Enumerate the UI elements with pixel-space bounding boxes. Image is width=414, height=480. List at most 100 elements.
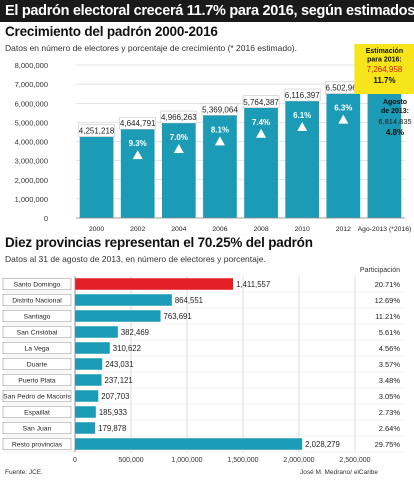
ago-title-line1: Agosto bbox=[383, 99, 407, 106]
x-tick-label: 2010 bbox=[295, 226, 310, 233]
category-label-box bbox=[2, 325, 72, 339]
share-label: 20.71% bbox=[375, 280, 401, 289]
value-label: 382,469 bbox=[121, 328, 149, 337]
x-tick-label: 1,000,000 bbox=[171, 457, 202, 464]
value-label-box bbox=[119, 116, 156, 130]
y-tick-label: 5,000,000 bbox=[15, 118, 48, 127]
value-label: 2,028,279 bbox=[305, 440, 340, 449]
y-tick-label: 2,000,000 bbox=[15, 176, 48, 185]
bar bbox=[326, 93, 361, 218]
x-tick-label: 2000 bbox=[89, 226, 104, 233]
value-label: 864,551 bbox=[175, 296, 203, 305]
growth-label: 6.1% bbox=[293, 111, 311, 120]
chart2-subtitle: Datos al 31 de agosto de 2013, en número… bbox=[5, 254, 266, 264]
y-tick-label: 6,000,000 bbox=[15, 99, 48, 108]
y-tick-label: 8,000,000 bbox=[15, 61, 48, 70]
value-label: 4,644,791 bbox=[120, 119, 156, 128]
bar bbox=[75, 310, 161, 322]
category-label: Puerto Plata bbox=[18, 378, 56, 385]
category-label: Duarte bbox=[27, 362, 48, 369]
category-label-box bbox=[2, 309, 72, 323]
x-tick-label: 2012 bbox=[336, 226, 351, 233]
growth-arrow-icon bbox=[132, 150, 143, 160]
value-label: 6,502,968 bbox=[326, 84, 362, 93]
estimate-growth-label: 11.7% bbox=[373, 76, 395, 85]
ago-value-label: 6,814,835 bbox=[378, 117, 411, 126]
province-bar-chart: 0 500,000 1,000,000 1,500,000 2,000,000 2,500… bbox=[2, 267, 405, 464]
bar bbox=[367, 87, 402, 218]
category-label: San Pedro de Macorís bbox=[3, 394, 71, 401]
y-tick-label: 7,000,000 bbox=[15, 80, 48, 89]
category-label-box bbox=[2, 341, 72, 355]
share-label: 2.73% bbox=[379, 408, 401, 417]
estimate-title-line1: Estimación bbox=[366, 48, 403, 55]
estimate-title-line2: para 2016: bbox=[367, 57, 402, 64]
value-label: 4,251,218 bbox=[79, 127, 115, 136]
x-tick-label: 2006 bbox=[212, 226, 227, 233]
headline: El padrón electoral crecerá 11.7% para 2… bbox=[5, 3, 414, 19]
y-tick-label: 1,000,000 bbox=[15, 195, 48, 204]
value-label: 179,878 bbox=[98, 424, 126, 433]
growth-label: 6.3% bbox=[334, 104, 352, 113]
y-tick-label: 3,000,000 bbox=[15, 157, 48, 166]
growth-arrow-icon bbox=[297, 122, 308, 132]
bar bbox=[161, 123, 196, 218]
x-tick-label: 2008 bbox=[254, 226, 269, 233]
value-label: 5,764,387 bbox=[243, 98, 279, 107]
bar bbox=[75, 438, 303, 450]
category-label-box bbox=[2, 421, 72, 435]
growth-bar-chart: 0 1,000,000 2,000,000 3,000,000 4,000,000 5,0… bbox=[15, 44, 414, 233]
value-label: 5,369,064 bbox=[202, 105, 238, 114]
growth-arrow-icon bbox=[256, 128, 267, 138]
value-label: 6,116,397 bbox=[285, 91, 321, 100]
category-label: San Juan bbox=[23, 426, 52, 433]
bar bbox=[285, 101, 320, 218]
x-tick-label: 2004 bbox=[171, 226, 186, 233]
value-label: 1,411,557 bbox=[236, 280, 270, 289]
category-label: Santo Domingo bbox=[14, 282, 61, 289]
value-label: 4,966,263 bbox=[161, 113, 197, 122]
value-label-box bbox=[242, 95, 280, 109]
value-label: 237,121 bbox=[105, 376, 133, 385]
share-label: 4.56% bbox=[379, 344, 401, 353]
estimate-value-label: 7,264,958 bbox=[367, 65, 403, 74]
share-label: 5.61% bbox=[379, 328, 401, 337]
x-tick-label: 0 bbox=[73, 457, 77, 464]
ago-growth-label: 4.8% bbox=[386, 128, 404, 137]
estimate-box bbox=[354, 44, 414, 94]
growth-label: 7.4% bbox=[252, 118, 270, 127]
y-tick-label: 4,000,000 bbox=[15, 138, 48, 147]
x-tick-label: 2002 bbox=[130, 226, 145, 233]
category-label-box bbox=[2, 389, 72, 403]
value-label: 243,031 bbox=[105, 360, 133, 369]
bar bbox=[75, 326, 118, 338]
value-label-box bbox=[283, 88, 321, 102]
bar bbox=[75, 358, 103, 370]
growth-label: 8.1% bbox=[211, 125, 229, 134]
bar bbox=[75, 422, 96, 434]
category-label: Resto provincias bbox=[12, 442, 63, 449]
category-label-box bbox=[2, 277, 72, 291]
bar bbox=[75, 342, 110, 354]
value-label-box bbox=[201, 103, 239, 116]
source-note: Fuente: JCE. bbox=[5, 469, 43, 476]
share-label: 2.64% bbox=[379, 424, 401, 433]
category-label-box bbox=[2, 437, 72, 451]
bar bbox=[244, 107, 278, 218]
x-tick-label: 1,500,000 bbox=[227, 457, 258, 464]
category-label: La Vega bbox=[25, 346, 50, 353]
value-label: 185,933 bbox=[99, 408, 127, 417]
value-label-box bbox=[78, 124, 115, 137]
category-label-box bbox=[2, 405, 72, 419]
share-label: 3.57% bbox=[379, 360, 401, 369]
value-label: 310,622 bbox=[113, 344, 141, 353]
x-tick-label: 2,000,000 bbox=[283, 457, 314, 464]
share-label: 12.69% bbox=[375, 296, 401, 305]
share-header: Participación bbox=[360, 267, 400, 274]
category-label: Santiago bbox=[24, 314, 51, 321]
ago-title-line2: de 2013: bbox=[381, 108, 409, 115]
bar bbox=[75, 406, 96, 418]
category-label-box bbox=[2, 373, 72, 387]
bar bbox=[79, 136, 114, 218]
share-label: 3.05% bbox=[379, 392, 401, 401]
